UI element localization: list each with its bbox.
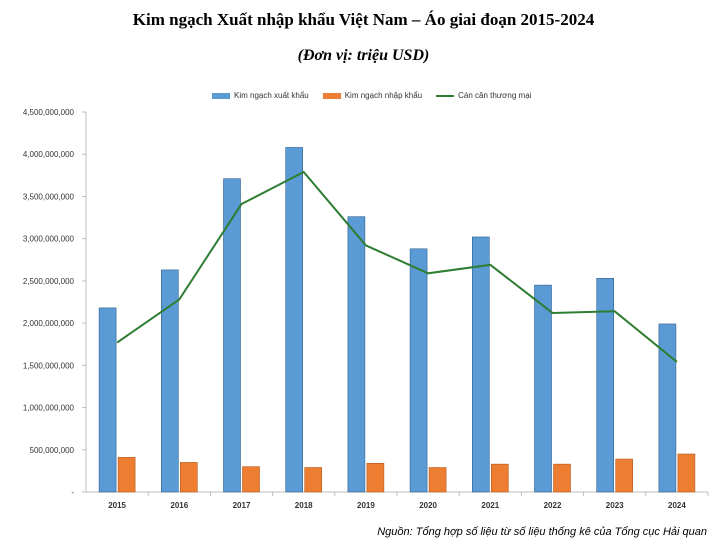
x-tick-label: 2019 <box>357 501 375 510</box>
bar-import <box>553 463 571 493</box>
x-tick-label: 2015 <box>108 501 126 510</box>
bar-export <box>98 307 117 493</box>
legend-swatch-balance <box>436 94 455 97</box>
legend-label-balance: Cán cân thương mại <box>458 91 532 100</box>
bar-import <box>117 457 136 493</box>
source-note: Nguồn: Tổng hợp số liệu từ số liệu thống… <box>377 526 707 538</box>
legend-label-export: Kim ngạch xuất khẩu <box>234 91 309 100</box>
bar-import <box>490 463 509 493</box>
legend-item-export: Kim ngạch xuất khẩu <box>212 91 309 100</box>
x-tick-label: 2020 <box>419 501 437 510</box>
bar-import <box>180 462 198 493</box>
y-tick-label: 1,000,000,000 <box>23 404 75 413</box>
series-line-balance <box>116 170 678 363</box>
bar-export <box>161 269 179 493</box>
x-tick-label: 2018 <box>295 501 313 510</box>
legend-swatch-import <box>322 92 341 99</box>
y-tick-label: 500,000,000 <box>30 446 75 455</box>
bar-import <box>677 453 696 493</box>
legend-swatch-export <box>212 92 230 99</box>
legend-item-balance: Cán cân thương mại <box>436 91 531 100</box>
bar-export <box>658 323 677 493</box>
x-tick-label: 2022 <box>544 501 562 510</box>
bar-import <box>615 458 634 493</box>
x-tick-label: 2017 <box>233 501 251 510</box>
bar-import <box>242 466 260 493</box>
x-tick-label: 2016 <box>170 501 188 510</box>
x-tick-label: 2021 <box>481 501 499 510</box>
bar-export <box>409 248 428 493</box>
bar-export <box>285 147 304 493</box>
x-tick-label: 2023 <box>606 501 624 510</box>
y-tick-label: - <box>71 488 74 497</box>
y-tick-label: 1,500,000,000 <box>23 361 75 370</box>
y-tick-label: 2,500,000,000 <box>23 277 75 286</box>
chart-subtitle: (Đơn vị: triệu USD) <box>297 47 430 64</box>
bar-import <box>428 467 447 493</box>
y-tick-label: 4,000,000,000 <box>23 150 75 159</box>
bar-export <box>223 178 241 493</box>
legend-item-import: Kim ngạch nhập khẩu <box>322 91 423 100</box>
legend-label-import: Kim ngạch nhập khẩu <box>344 91 423 100</box>
bar-import <box>366 462 385 493</box>
bar-export <box>596 278 615 493</box>
chart-title: Kim ngạch Xuất nhập khẩu Việt Nam – Áo g… <box>132 10 595 29</box>
y-tick-label: 2,000,000,000 <box>23 319 75 328</box>
bar-export <box>347 216 366 493</box>
bar-import <box>304 467 323 493</box>
y-tick-label: 3,500,000,000 <box>23 192 75 201</box>
chart-legend: Kim ngạch xuất khẩu Kim ngạch nhập khẩu … <box>212 91 545 100</box>
x-tick-label: 2024 <box>668 501 686 510</box>
y-tick-label: 3,000,000,000 <box>23 235 75 244</box>
bar-export <box>471 236 490 493</box>
y-tick-label: 4,500,000,000 <box>23 108 75 117</box>
bar-export <box>534 284 552 493</box>
